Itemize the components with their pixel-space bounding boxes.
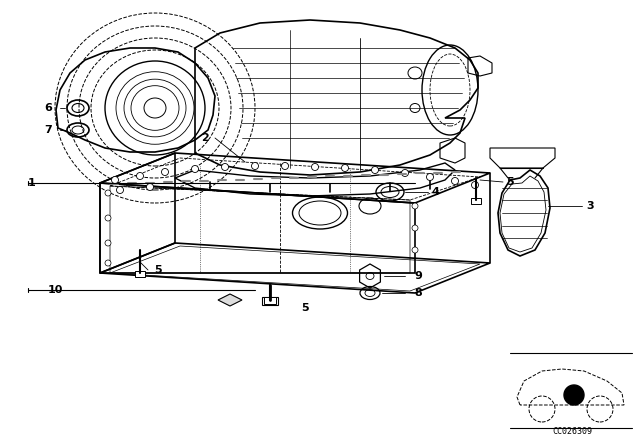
- Circle shape: [282, 163, 289, 169]
- Circle shape: [342, 164, 349, 172]
- Circle shape: [564, 385, 584, 405]
- Text: 5: 5: [301, 303, 309, 313]
- Text: 8: 8: [414, 288, 422, 298]
- Text: 1: 1: [28, 178, 36, 188]
- Bar: [471, 198, 481, 204]
- Text: CC026309: CC026309: [552, 427, 592, 436]
- Circle shape: [412, 203, 418, 209]
- Bar: [262, 297, 278, 305]
- Circle shape: [371, 167, 378, 173]
- Circle shape: [116, 186, 124, 194]
- Text: 7: 7: [44, 125, 52, 135]
- Bar: [135, 271, 145, 277]
- Text: 9: 9: [414, 271, 422, 281]
- Circle shape: [136, 172, 143, 180]
- Text: 4: 4: [431, 187, 439, 197]
- Circle shape: [252, 163, 259, 169]
- Bar: [264, 297, 276, 304]
- Text: 5: 5: [506, 177, 514, 187]
- Circle shape: [221, 164, 228, 171]
- Circle shape: [111, 177, 118, 184]
- Text: 5: 5: [154, 265, 162, 275]
- Circle shape: [105, 215, 111, 221]
- Circle shape: [401, 169, 408, 177]
- Circle shape: [147, 184, 154, 190]
- Circle shape: [426, 173, 433, 181]
- Circle shape: [412, 225, 418, 231]
- Text: 10: 10: [47, 285, 63, 295]
- Circle shape: [191, 165, 198, 172]
- Circle shape: [412, 247, 418, 253]
- Polygon shape: [218, 294, 242, 306]
- Circle shape: [105, 190, 111, 196]
- Circle shape: [472, 181, 479, 189]
- Text: 3: 3: [586, 201, 594, 211]
- Circle shape: [161, 168, 168, 176]
- Circle shape: [312, 164, 319, 171]
- Circle shape: [451, 177, 458, 185]
- Circle shape: [105, 240, 111, 246]
- Circle shape: [105, 260, 111, 266]
- Text: 2: 2: [201, 133, 209, 143]
- Text: 6: 6: [44, 103, 52, 113]
